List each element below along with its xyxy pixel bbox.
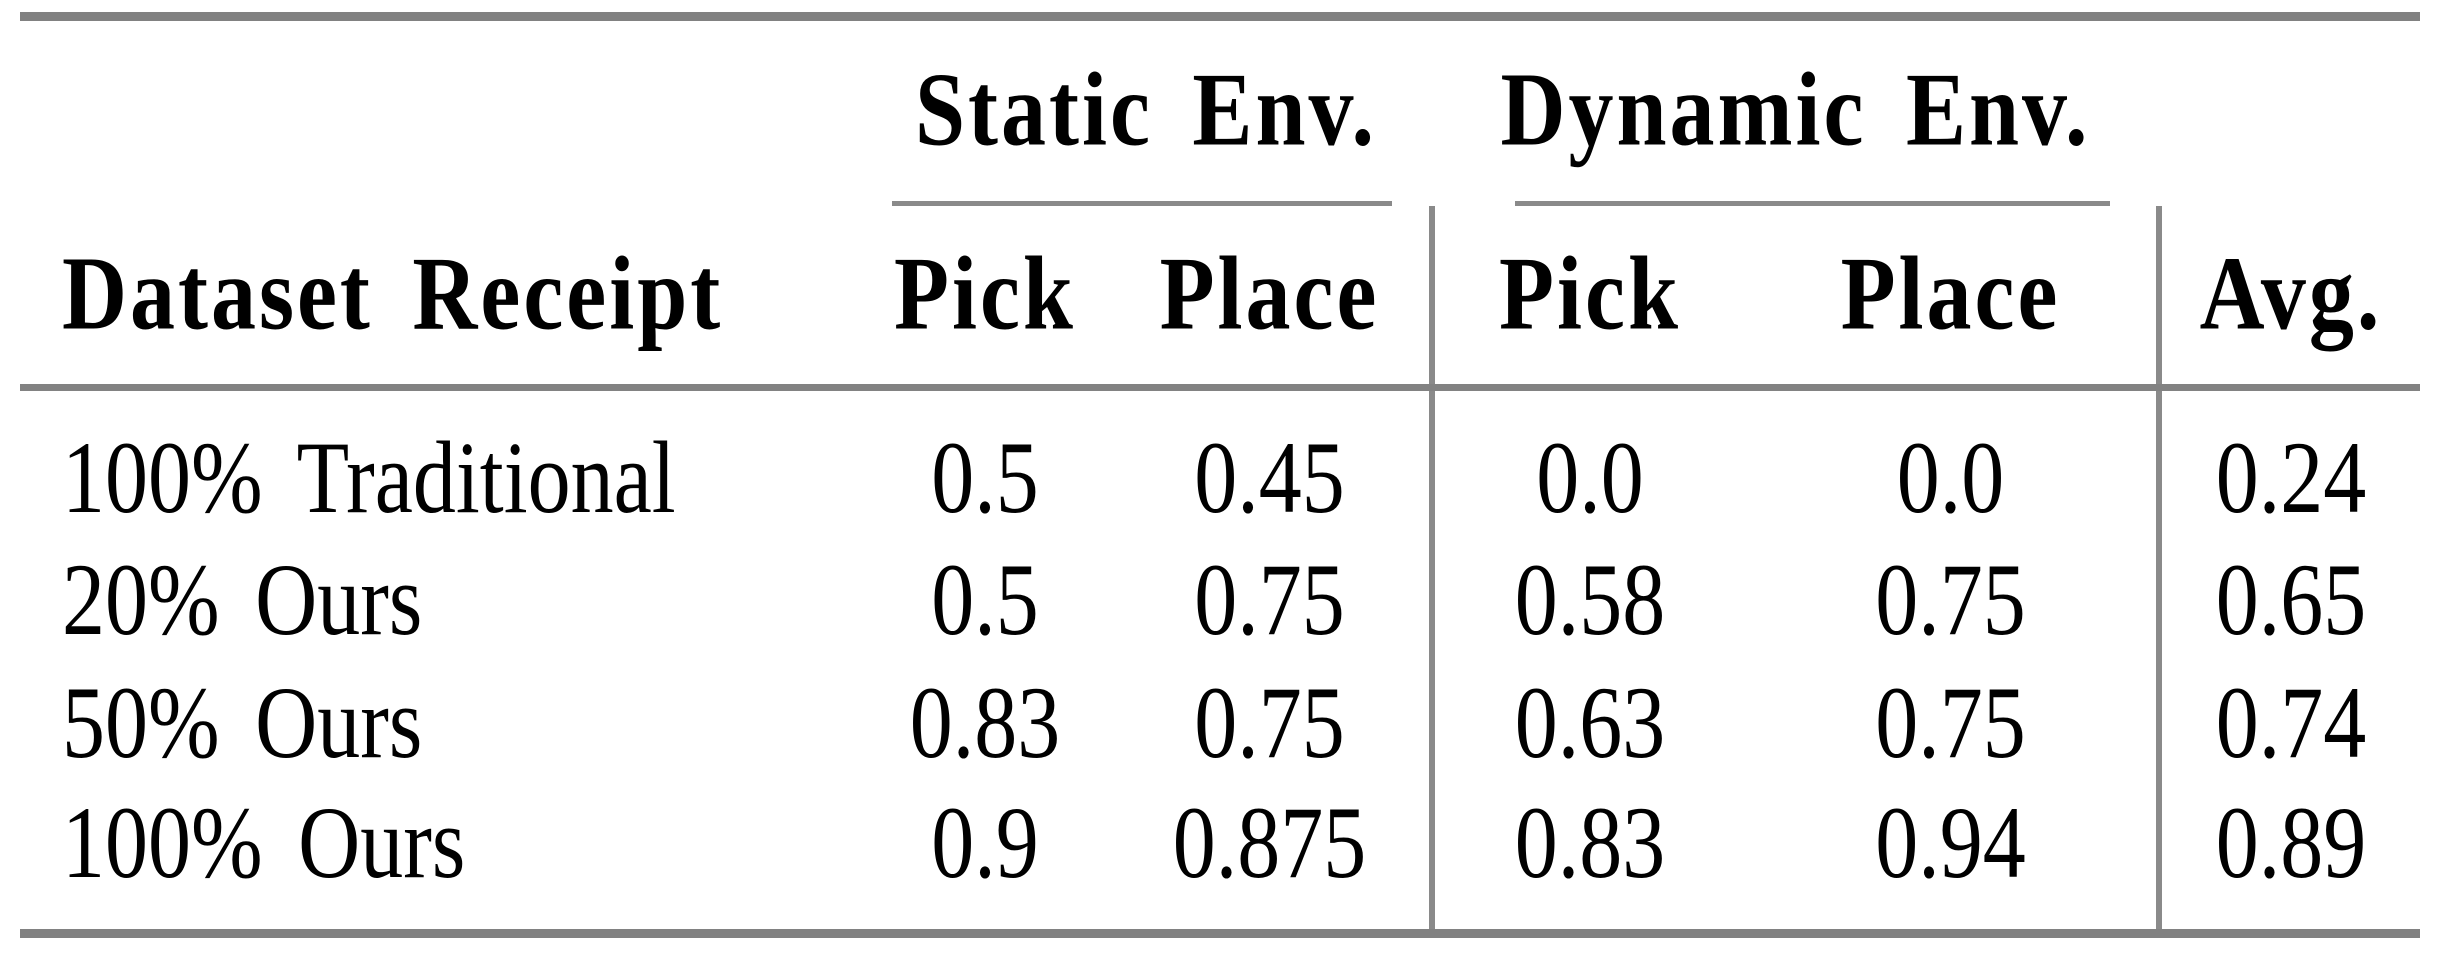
group-header-static-env-label: Static Env. (914, 53, 1378, 168)
cell-value: 0.75 (1875, 663, 2026, 780)
column-header-dynamic-place-label: Place (1840, 236, 2061, 352)
cell-dynamic-pick: 0.0 (1429, 387, 1746, 537)
spacer-cell (2159, 17, 2420, 207)
row-label: 50% Ours (62, 663, 423, 780)
row-label: 100% Ours (62, 784, 466, 900)
group-label-box: Dynamic Env. (1432, 21, 2159, 201)
cell-avg: 0.89 (2156, 783, 2421, 933)
cell-static-pick: 0.9 (860, 783, 1110, 933)
cell-value: 0.89 (2215, 784, 2367, 900)
row-label-cell: 100% Traditional (20, 387, 860, 537)
column-header-static-place-label: Place (1159, 236, 1380, 352)
group-header-row: Static Env. Dynamic Env. (20, 17, 2420, 207)
table-row-20-ours: 20% Ours 0.5 0.75 0.58 0.75 0.65 (20, 537, 2421, 660)
column-header-dataset-receipt: Dataset Receipt (20, 206, 860, 391)
column-header-row: Dataset Receipt Pick Place Pick Place Av… (20, 206, 2421, 391)
cell-value: 0.74 (2215, 663, 2367, 780)
row-label-cell: 20% Ours (20, 537, 860, 660)
cell-value: 0.0 (1536, 419, 1644, 535)
spacer-cell (20, 17, 860, 207)
cell-static-place: 0.45 (1110, 387, 1432, 537)
column-header-static-place: Place (1110, 206, 1433, 391)
cell-value: 0.58 (1514, 540, 1666, 657)
column-header-dynamic-place: Place (1745, 206, 2160, 391)
cell-value: 0.24 (2215, 419, 2367, 535)
cell-value: 0.75 (1194, 540, 1345, 657)
column-header-static-pick-label: Pick (894, 236, 1076, 352)
cell-dynamic-place: 0.0 (1745, 387, 2159, 537)
cell-dynamic-pick: 0.58 (1429, 537, 1746, 660)
cell-value: 0.5 (931, 540, 1039, 657)
cell-static-pick: 0.83 (860, 660, 1110, 783)
column-header-avg-label: Avg. (2199, 236, 2383, 352)
cell-value: 0.83 (909, 663, 1061, 780)
column-header-static-pick: Pick (860, 206, 1110, 391)
cell-value: 0.75 (1194, 663, 1345, 780)
table-row-100-traditional: 100% Traditional 0.5 0.45 0.0 0.0 0.24 (20, 387, 2421, 537)
cmidrule-dynamic (1515, 201, 2111, 206)
group-label-box: Static Env. (860, 21, 1432, 201)
row-label: 100% Traditional (62, 419, 676, 535)
cell-value: 0.75 (1875, 540, 2026, 657)
cell-value: 0.94 (1875, 784, 2026, 900)
cell-static-pick: 0.5 (860, 537, 1110, 660)
cell-value: 0.65 (2215, 540, 2367, 657)
group-header-static-inner: Static Env. (860, 21, 1432, 206)
column-header-dataset-receipt-label: Dataset Receipt (62, 236, 724, 352)
cell-dynamic-place: 0.94 (1745, 783, 2159, 933)
group-header-dynamic-inner: Dynamic Env. (1432, 21, 2159, 206)
row-label-cell: 100% Ours (20, 783, 860, 933)
column-header-avg: Avg. (2156, 206, 2421, 391)
cell-dynamic-pick: 0.83 (1429, 783, 1746, 933)
cell-value: 0.875 (1172, 784, 1367, 900)
cell-value: 0.9 (931, 784, 1039, 900)
cell-avg: 0.24 (2156, 387, 2421, 537)
cell-dynamic-place: 0.75 (1745, 537, 2159, 660)
cell-value: 0.45 (1194, 419, 1345, 535)
cell-dynamic-place: 0.75 (1745, 660, 2159, 783)
results-table: Static Env. Dynamic Env. (20, 12, 2421, 938)
cell-value: 0.5 (931, 419, 1039, 535)
paper-table-figure: Static Env. Dynamic Env. (0, 12, 2440, 978)
group-header-dynamic-env: Dynamic Env. (1432, 17, 2159, 206)
cell-static-place: 0.875 (1110, 783, 1432, 933)
group-header-dynamic-env-label: Dynamic Env. (1500, 53, 2091, 168)
cell-avg: 0.74 (2156, 660, 2421, 783)
column-header-dynamic-pick-label: Pick (1499, 236, 1681, 352)
cell-static-place: 0.75 (1110, 660, 1432, 783)
cell-dynamic-pick: 0.63 (1429, 660, 1746, 783)
row-label-cell: 50% Ours (20, 660, 860, 783)
row-label: 20% Ours (62, 540, 423, 657)
group-header-static-env: Static Env. (860, 17, 1432, 206)
cell-static-place: 0.75 (1110, 537, 1432, 660)
cmidrule-static (892, 201, 1393, 206)
cell-avg: 0.65 (2156, 537, 2421, 660)
column-header-dynamic-pick: Pick (1429, 206, 1746, 391)
table-row-100-ours: 100% Ours 0.9 0.875 0.83 0.94 0.89 (20, 783, 2421, 933)
cell-value: 0.83 (1514, 784, 1666, 900)
table-row-50-ours: 50% Ours 0.83 0.75 0.63 0.75 0.74 (20, 660, 2421, 783)
cell-value: 0.63 (1514, 663, 1666, 780)
cell-static-pick: 0.5 (860, 387, 1110, 537)
cell-value: 0.0 (1896, 419, 2005, 535)
